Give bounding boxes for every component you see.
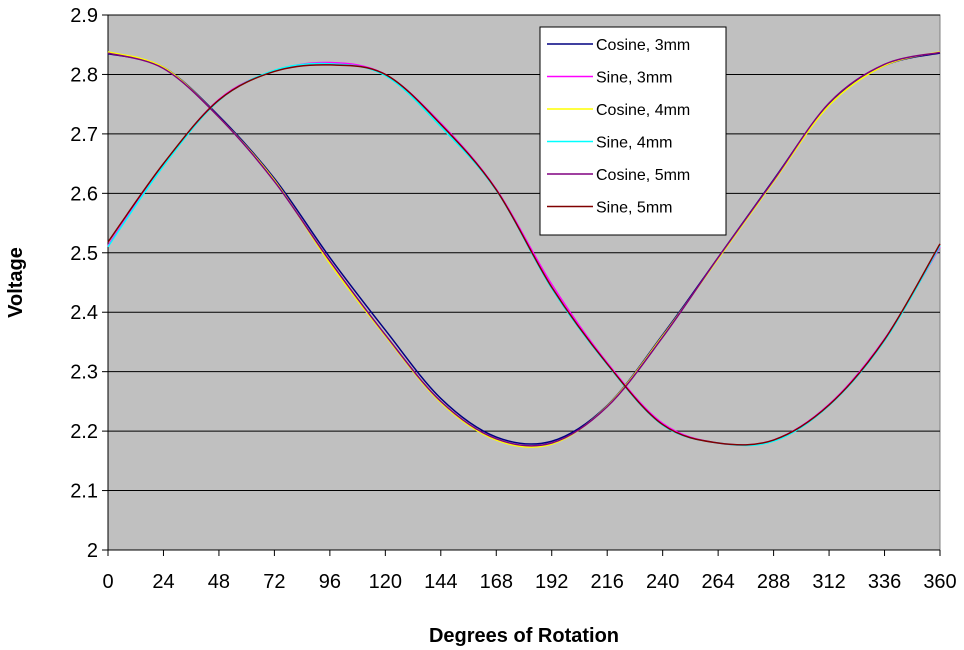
legend-label: Sine, 5mm [596, 200, 672, 217]
y-tick-label: 2.2 [70, 421, 98, 443]
y-tick-label: 2.1 [70, 481, 98, 503]
x-tick-label: 96 [319, 571, 341, 593]
x-tick-label: 360 [923, 571, 956, 593]
series-lines [107, 51, 941, 448]
y-tick-label: 2.8 [70, 64, 98, 86]
axes [102, 14, 941, 556]
plot-area [107, 14, 941, 551]
x-tick-label: 264 [701, 571, 734, 593]
x-tick-label: 192 [535, 571, 568, 593]
legend-label: Sine, 4mm [596, 135, 672, 152]
x-tick-label: 72 [263, 571, 285, 593]
tick-labels: 2 2.1 2.2 2.3 2.4 2.5 2.6 2.7 2.8 2.9 0 24 48 72 96 120… [70, 5, 957, 593]
y-axis-title: Voltage [5, 247, 27, 318]
legend-label: Sine, 3mm [596, 70, 672, 87]
gridlines [108, 14, 940, 492]
legend-label: Cosine, 4mm [596, 102, 690, 119]
x-tick-label: 24 [152, 571, 174, 593]
y-tick-label: 2.9 [70, 5, 98, 27]
x-tick-label: 216 [591, 571, 624, 593]
y-tick-label: 2.7 [70, 124, 98, 146]
y-tick-label: 2.4 [70, 302, 98, 324]
x-axis-title: Degrees of Rotation [429, 625, 619, 647]
series-line-5 [107, 51, 941, 447]
legend: Cosine, 3mm Sine, 3mm Cosine, 4mm Sine, 4mm… [539, 26, 727, 236]
x-tick-label: 288 [757, 571, 790, 593]
x-tick-label: 120 [369, 571, 402, 593]
x-tick-label: 48 [208, 571, 230, 593]
series-line-6 [107, 64, 941, 446]
legend-box [539, 26, 727, 236]
y-tick-label: 2.3 [70, 362, 98, 384]
x-tick-label: 168 [480, 571, 513, 593]
legend-label: Cosine, 5mm [596, 167, 690, 184]
x-tick-label: 0 [102, 571, 113, 593]
legend-label: Cosine, 3mm [596, 37, 690, 54]
y-tick-label: 2.6 [70, 183, 98, 205]
x-tick-label: 240 [646, 571, 679, 593]
x-tick-label: 336 [868, 571, 901, 593]
y-tick-label: 2.5 [70, 243, 98, 265]
x-tick-label: 144 [424, 571, 457, 593]
y-tick-label: 2 [87, 540, 98, 562]
x-tick-label: 312 [812, 571, 845, 593]
